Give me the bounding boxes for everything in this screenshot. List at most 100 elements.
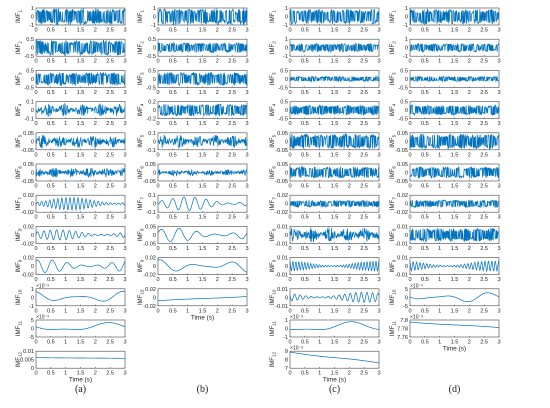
- x-tick-label: 0.5: [301, 340, 309, 346]
- x-tick-label: 0.5: [421, 277, 429, 283]
- series-line: [157, 259, 248, 273]
- x-tick-label: 2.5: [228, 308, 236, 314]
- x-tick-label: 2: [468, 59, 471, 65]
- x-tick-label: 0.5: [301, 308, 309, 314]
- x-tick-label: 0.5: [47, 184, 55, 190]
- x-tick-label: 1: [64, 121, 67, 127]
- y-tick-label: -0.02: [143, 273, 156, 279]
- x-tick-label: 0.5: [169, 184, 177, 190]
- x-tick-label: 1: [186, 28, 189, 34]
- x-tick-label: 2: [468, 308, 471, 314]
- x-tick-label: 2: [348, 277, 351, 283]
- x-tick-label: 2: [94, 59, 97, 65]
- x-tick-label: 1: [64, 371, 67, 377]
- x-tick-label: 0: [408, 28, 411, 34]
- y-tick-label: 0: [153, 295, 156, 301]
- x-tick-label: 0: [34, 90, 37, 96]
- x-tick-label: 1: [64, 340, 67, 346]
- y-tick-label: -0.5: [398, 85, 408, 91]
- y-tick-label: 0: [285, 46, 288, 52]
- series-line: [289, 260, 380, 272]
- series-line: [289, 291, 380, 304]
- x-tick-label: 1.5: [451, 90, 459, 96]
- x-tick-label: 1.5: [451, 215, 459, 221]
- x-tick-label: 3: [123, 246, 126, 252]
- x-tick-label: 3: [245, 121, 248, 127]
- series-name-label: IMF4: [270, 103, 277, 116]
- y-tick-label: 7.8: [400, 318, 408, 324]
- y-tick-label: 0.01: [277, 256, 288, 262]
- x-tick-label: 1.5: [77, 308, 85, 314]
- x-tick-label: 2.5: [480, 340, 488, 346]
- y-tick-label: 0: [31, 233, 34, 239]
- x-tick-label: 0.5: [47, 246, 55, 252]
- x-tick-label: 1: [318, 90, 321, 96]
- y-tick-label: -0.1: [24, 117, 34, 123]
- y-tick-label: -0.01: [395, 241, 408, 247]
- y-tick-label: 5: [31, 318, 34, 324]
- x-tick-label: 1: [318, 371, 321, 377]
- series-line: [35, 167, 126, 178]
- x-tick-label: 0.5: [301, 371, 309, 377]
- y-tick-label: -0.02: [143, 304, 156, 310]
- x-tick-label: 3: [377, 121, 380, 127]
- series-line: [157, 196, 248, 211]
- y-tick-label: 0.05: [23, 131, 34, 137]
- x-tick-label: 0.5: [47, 215, 55, 221]
- x-tick-label: 0.5: [301, 277, 309, 283]
- x-tick-label: 0: [34, 277, 37, 283]
- x-tick-label: 2.5: [106, 215, 114, 221]
- x-tick-label: 1.5: [199, 121, 207, 127]
- series-line: [409, 75, 500, 83]
- series-name-label: IMF2: [16, 41, 23, 54]
- x-tick-label: 1: [186, 90, 189, 96]
- x-tick-label: 1.5: [331, 371, 339, 377]
- x-tick-label: 3: [497, 215, 500, 221]
- y-tick-label: 0: [405, 202, 408, 208]
- y-tick-label: 1: [153, 6, 156, 12]
- x-tick-label: 0.5: [301, 246, 309, 252]
- x-tick-label: 0: [34, 371, 37, 377]
- x-tick-label: 0: [288, 215, 291, 221]
- series-line: [35, 229, 126, 241]
- series-name-label: IMF6: [16, 166, 23, 179]
- series-line: [35, 102, 126, 117]
- x-tick-label: 0.5: [169, 277, 177, 283]
- series-name-label: IMF4: [16, 103, 23, 116]
- x-tick-label: 3: [497, 308, 500, 314]
- x-tick-label: 3: [497, 184, 500, 190]
- x-tick-label: 2.5: [480, 90, 488, 96]
- x-tick-label: 1: [186, 308, 189, 314]
- x-tick-label: 1.5: [199, 246, 207, 252]
- series-line: [157, 227, 248, 242]
- y-tick-label: 0: [285, 327, 288, 333]
- x-tick-label: 2.5: [228, 246, 236, 252]
- x-tick-label: 3: [377, 246, 380, 252]
- x-tick-label: 2: [216, 121, 219, 127]
- x-tick-label: 2.5: [360, 59, 368, 65]
- x-tick-label: 0: [408, 90, 411, 96]
- x-tick-label: 3: [497, 28, 500, 34]
- x-axis-title: Time (s): [69, 377, 92, 384]
- y-tick-label: -0.05: [395, 179, 408, 185]
- series-line: [289, 75, 380, 83]
- y-tick-label: -0.05: [21, 179, 34, 185]
- series-line: [35, 7, 126, 26]
- y-tick-label: -1: [283, 335, 288, 341]
- x-tick-label: 0.5: [301, 59, 309, 65]
- panel-label: (b): [197, 384, 209, 395]
- x-tick-label: 1.5: [77, 246, 85, 252]
- y-tick-label: 0.5: [148, 37, 156, 43]
- y-tick-label: 0: [31, 171, 34, 177]
- y-tick-label: -0.02: [21, 273, 34, 279]
- y-tick-label: -1: [403, 54, 408, 60]
- x-tick-label: 0.5: [421, 308, 429, 314]
- series-line: [157, 296, 248, 302]
- x-tick-label: 1.5: [77, 340, 85, 346]
- x-tick-label: 2.5: [228, 152, 236, 158]
- series-name-label: IMF9: [390, 259, 397, 272]
- x-tick-label: 2: [468, 90, 471, 96]
- x-tick-label: 2.5: [360, 184, 368, 190]
- x-tick-label: 3: [377, 308, 380, 314]
- x-tick-label: 0.5: [47, 308, 55, 314]
